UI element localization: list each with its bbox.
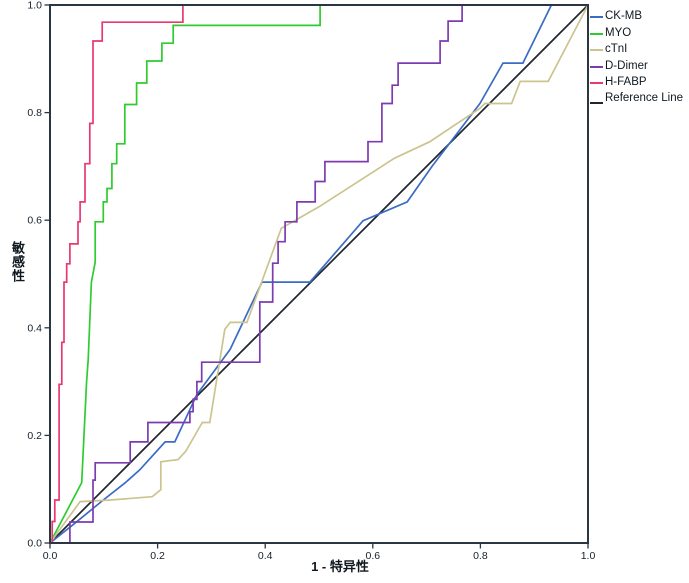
legend-item-d-dimer: D-Dimer [590,59,688,74]
x-tick-label: 0.8 [473,550,488,562]
x-axis-title: 1 - 特异性 [311,559,369,574]
x-tick-label: 0.4 [258,550,273,562]
series-ctni-line [49,4,589,544]
y-tick-label: 1.0 [27,0,42,12]
y-tick-label: 0.2 [27,430,42,442]
y-tick-label: 0.8 [27,107,42,119]
y-tick-label: 0.0 [27,538,42,550]
ck-mb-line-swatch-icon [590,16,603,18]
series-h-fabp-line [50,4,588,544]
series-d-dimer-line [50,4,588,544]
h-fabp-line-swatch-icon [590,82,603,84]
d-dimer-line-swatch-icon [590,65,603,68]
plot-frame [49,4,589,544]
legend-item-h-fabp: H-FABP [590,75,688,90]
legend-item-ck-mb: CK-MB [590,9,688,24]
legend-item-reference-line: Reference Line [590,92,688,105]
y-tick-label: 0.4 [27,322,42,334]
reference-line-swatch-icon [590,101,603,104]
legend-item-myo: MYO [590,26,688,41]
x-tick-label: 1.0 [581,550,596,562]
reference-line [49,4,589,544]
y-tick-label: 0.6 [27,215,42,227]
legend: CK-MB MYO cTnI D-Dimer H-FABP Reference … [590,9,688,107]
ctni-line-swatch-icon [590,49,603,51]
x-tick-label: 0.6 [365,550,380,562]
legend-item-ctni: cTnI [590,42,688,57]
legend-label-d-dimer: D-Dimer [605,59,648,72]
legend-label-ctni: cTnI [605,43,628,55]
series-myo-line [49,4,588,544]
y-axis-title: 敏感性 [10,241,25,283]
legend-label-reference-line: Reference Line [605,91,683,104]
x-tick-label: 0.2 [150,550,165,562]
legend-label-h-fabp: H-FABP [605,76,647,88]
myo-line-swatch-icon [590,32,603,35]
legend-label-myo: MYO [605,26,632,39]
x-tick-label: 0.0 [43,550,58,562]
legend-label-ck-mb: CK-MB [605,10,643,22]
